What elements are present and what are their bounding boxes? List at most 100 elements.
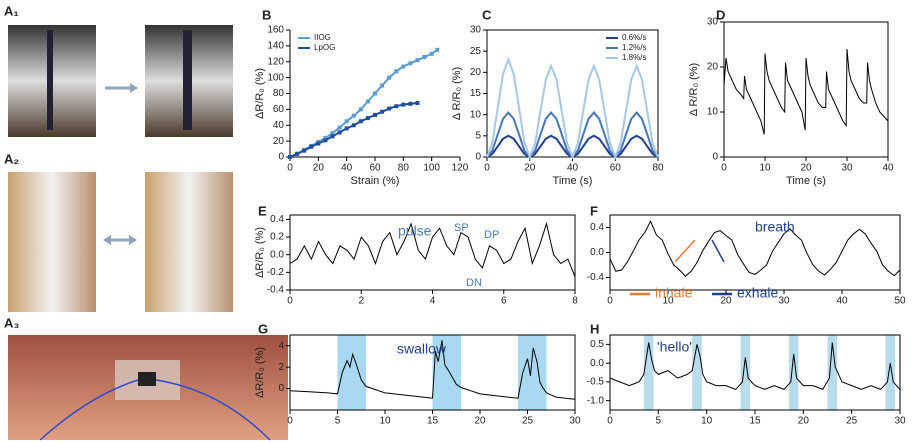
- y-tick-label: 120: [267, 56, 284, 67]
- y-tick-label: 2: [278, 362, 284, 373]
- panel-label: A₁: [4, 3, 19, 18]
- x-tick-label: 25: [522, 416, 534, 427]
- data-marker: [337, 130, 342, 135]
- photo-detail: [183, 30, 192, 130]
- x-tick-label: 30: [778, 296, 790, 307]
- data-line: [609, 342, 901, 391]
- panel-label: C: [482, 7, 492, 22]
- y-tick-label: 20: [273, 136, 285, 147]
- annotation: inhale: [655, 285, 693, 301]
- data-marker: [323, 138, 328, 143]
- data-marker: [344, 119, 349, 124]
- annotation-arrow: [711, 239, 725, 263]
- y-tick-label: -0.2: [267, 267, 285, 278]
- y-tick-label: 20: [470, 67, 482, 78]
- x-tick-label: 40: [567, 163, 579, 174]
- x-tick-label: 80: [398, 163, 410, 174]
- y-tick-label: 0.2: [270, 232, 284, 243]
- photo: [8, 172, 96, 312]
- data-marker: [401, 102, 406, 107]
- highlight-band: [643, 335, 654, 410]
- data-marker: [344, 126, 349, 131]
- y-tick-label: 0: [475, 152, 481, 163]
- annotation: SP: [454, 222, 469, 234]
- x-tick-label: 120: [452, 163, 469, 174]
- legend-label: 1.8%/s: [622, 53, 646, 62]
- data-marker: [358, 119, 363, 124]
- x-tick-label: 40: [341, 163, 353, 174]
- data-marker: [415, 58, 420, 63]
- data-marker: [302, 148, 307, 153]
- x-tick-label: 0: [287, 296, 293, 307]
- data-marker: [380, 109, 385, 114]
- data-marker: [337, 125, 342, 130]
- data-marker: [401, 64, 406, 69]
- panel-label: B: [262, 7, 271, 22]
- x-tick-label: 20: [524, 163, 536, 174]
- panel-label: D: [716, 7, 725, 22]
- y-axis-title: Δ R/R₀ (%): [451, 67, 463, 120]
- y-tick-label: 80: [273, 88, 285, 99]
- y-tick-label: 20: [707, 62, 719, 73]
- y-tick-label: -0.4: [267, 285, 285, 296]
- y-tick-label: 4: [278, 340, 284, 351]
- x-tick-label: 20: [720, 296, 732, 307]
- y-tick-label: 30: [470, 25, 482, 36]
- photo-detail: [138, 372, 156, 386]
- x-tick-label: 0: [721, 163, 727, 174]
- x-tick-label: 0: [287, 163, 293, 174]
- annotation: DN: [466, 277, 482, 289]
- data-line: [289, 221, 576, 277]
- x-tick-label: 50: [894, 296, 906, 307]
- x-tick-label: 5: [656, 416, 662, 427]
- y-tick-label: 60: [273, 104, 285, 115]
- annotation: breath: [755, 219, 795, 235]
- panel-label: H: [590, 321, 599, 336]
- x-tick-label: 60: [610, 163, 622, 174]
- data-marker: [351, 113, 356, 118]
- data-marker: [394, 104, 399, 109]
- x-tick-label: 10: [662, 296, 674, 307]
- y-tick-label: 160: [267, 25, 284, 36]
- y-axis-title: ΔR/R₀ (%): [254, 68, 266, 119]
- y-tick-label: 0.0: [590, 247, 604, 258]
- data-marker: [415, 101, 420, 106]
- y-tick-label: -0.5: [587, 377, 605, 388]
- data-marker: [358, 107, 363, 112]
- y-tick-label: 0.0: [270, 249, 284, 260]
- x-tick-label: 30: [841, 163, 853, 174]
- data-marker: [365, 116, 370, 121]
- y-tick-label: -0.4: [587, 272, 605, 283]
- y-axis-title: ΔR/R₀ (%): [254, 347, 266, 398]
- x-tick-label: 6: [501, 296, 507, 307]
- data-marker: [422, 54, 427, 59]
- highlight-band: [432, 335, 461, 410]
- y-tick-label: 0: [712, 152, 718, 163]
- arrow-head: [103, 235, 111, 245]
- x-tick-label: 100: [423, 163, 440, 174]
- data-marker: [435, 47, 440, 52]
- annotation: swallow: [397, 341, 447, 357]
- x-tick-label: 5: [335, 416, 341, 427]
- y-tick-label: 0.5: [590, 339, 604, 350]
- data-marker: [309, 144, 314, 149]
- x-tick-label: 10: [701, 416, 713, 427]
- highlight-band: [740, 335, 751, 410]
- x-tick-label: 15: [427, 416, 439, 427]
- x-axis-title: Time (s): [553, 175, 593, 187]
- x-tick-label: 10: [759, 163, 771, 174]
- x-tick-label: 0: [607, 296, 613, 307]
- data-marker: [408, 61, 413, 66]
- y-axis-title: ΔR/R₀ (%): [254, 227, 266, 278]
- x-tick-label: 0: [287, 416, 293, 427]
- x-tick-label: 2: [358, 296, 364, 307]
- x-axis-title: Time (s): [786, 175, 826, 187]
- y-tick-label: 25: [470, 46, 482, 57]
- legend-label: 1.2%/s: [622, 43, 646, 52]
- x-tick-label: 8: [572, 296, 578, 307]
- x-tick-label: 0: [484, 163, 490, 174]
- y-tick-label: 5: [475, 130, 481, 141]
- data-marker: [288, 155, 292, 159]
- annotation: 'hello': [657, 339, 692, 355]
- data-marker: [373, 112, 377, 117]
